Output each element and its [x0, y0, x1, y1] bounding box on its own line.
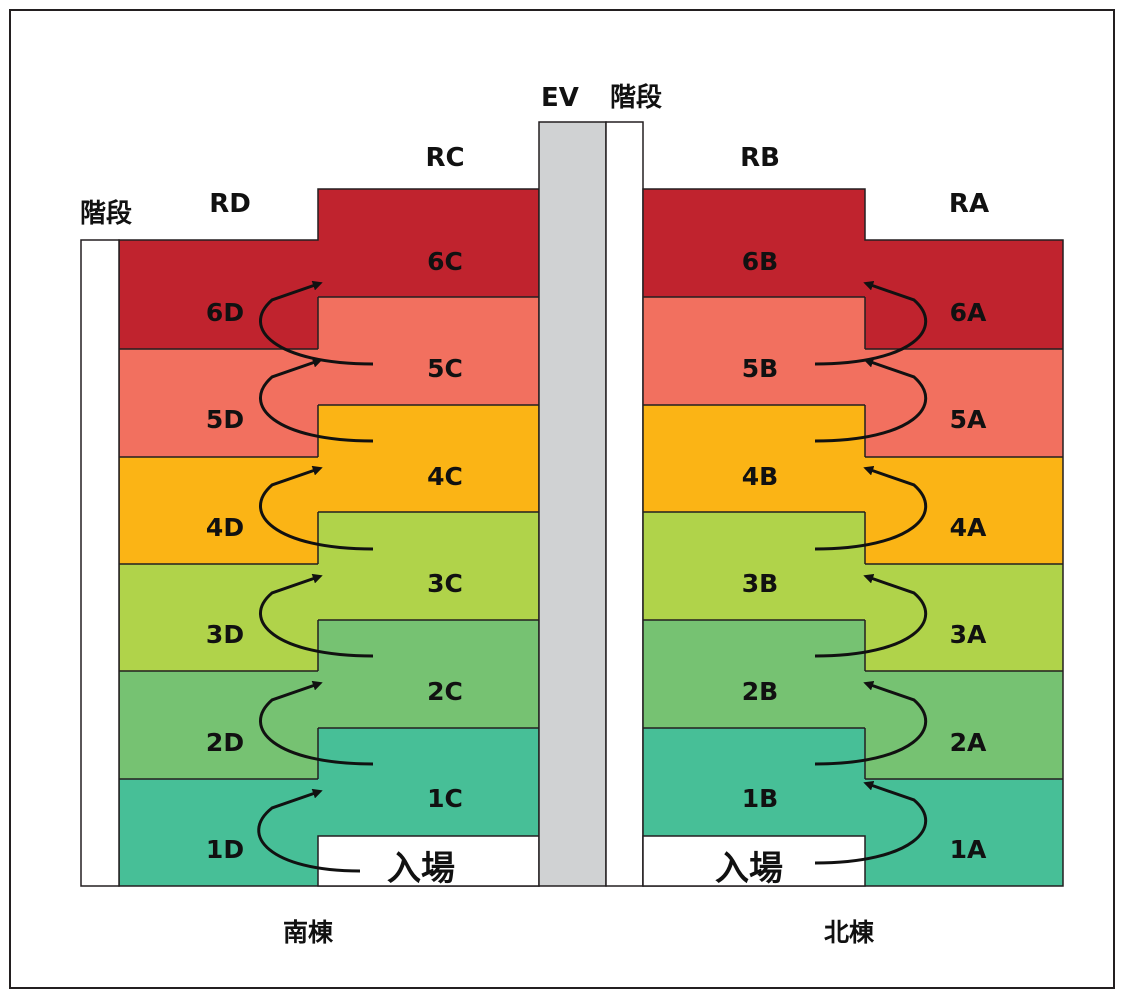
unit-3d-block: [119, 564, 318, 671]
unit-label-3a: 3A: [950, 620, 987, 649]
unit-1b-block: [643, 728, 865, 836]
unit-label-1a: 1A: [950, 835, 987, 864]
center-stair-strip: [605, 121, 644, 887]
unit-label-2c: 2C: [427, 677, 463, 706]
arrow-icon: [259, 573, 374, 658]
column-label-ra: RA: [949, 189, 989, 219]
unit-label-4b: 4B: [742, 462, 778, 491]
unit-2b-block: [643, 620, 865, 728]
unit-2d-block: [119, 671, 318, 779]
north-building-name: 北棟: [824, 918, 875, 947]
unit-label-6d: 6D: [206, 298, 244, 327]
unit-label-4a: 4A: [950, 513, 987, 542]
ev-label: EV: [541, 83, 579, 113]
north-entrance-label: 入場: [715, 849, 783, 889]
unit-label-2b: 2B: [742, 677, 778, 706]
unit-4c-block: [318, 405, 539, 512]
unit-5c-block: [318, 297, 539, 405]
unit-3c-block: [318, 512, 539, 620]
unit-1d-block: [119, 779, 318, 886]
unit-label-1d: 1D: [206, 835, 244, 864]
south-arrows: [257, 280, 374, 873]
arrow-icon: [259, 465, 374, 551]
unit-label-5a: 5A: [950, 405, 987, 434]
unit-4b-block: [643, 405, 865, 512]
column-label-rc: RC: [425, 143, 464, 173]
arrow-icon: [814, 680, 928, 766]
unit-label-3d: 3D: [206, 620, 244, 649]
unit-5b-block: [643, 297, 865, 405]
unit-label-2a: 2A: [950, 728, 987, 757]
arrow-icon: [259, 357, 374, 443]
unit-label-3b: 3B: [742, 569, 778, 598]
arrow-icon: [814, 280, 928, 366]
column-label-rd: RD: [209, 189, 251, 219]
unit-6c-block: [318, 189, 539, 297]
unit-label-6a: 6A: [950, 298, 987, 327]
unit-label-2d: 2D: [206, 728, 244, 757]
unit-label-1c: 1C: [427, 784, 463, 813]
unit-5a-block: [865, 349, 1063, 457]
arrow-icon: [814, 780, 928, 865]
arrow-icon: [257, 788, 361, 873]
south-entrance-label: 入場: [387, 849, 455, 889]
unit-2c-block: [318, 620, 539, 728]
unit-2a-block: [865, 671, 1063, 779]
column-label-rb: RB: [740, 143, 780, 173]
unit-1c-block: [318, 728, 539, 836]
unit-6b-block: [643, 189, 865, 297]
left-stair-label: 階段: [80, 198, 132, 229]
arrow-icon: [259, 680, 374, 766]
unit-label-1b: 1B: [742, 784, 778, 813]
arrow-icon: [814, 573, 928, 658]
unit-label-6c: 6C: [427, 247, 463, 276]
elevator-shaft: [538, 121, 607, 887]
arrow-icon: [814, 357, 928, 443]
unit-5d-block: [119, 349, 318, 457]
unit-label-6b: 6B: [742, 247, 778, 276]
unit-label-3c: 3C: [427, 569, 463, 598]
unit-label-5c: 5C: [427, 354, 463, 383]
unit-label-4c: 4C: [427, 462, 463, 491]
unit-3a-block: [865, 564, 1063, 671]
north-arrows: [814, 280, 928, 865]
unit-label-5b: 5B: [742, 354, 778, 383]
center-stair-label: 階段: [610, 82, 662, 113]
frame-border: [9, 9, 1115, 989]
south-building-name: 南棟: [283, 918, 334, 947]
unit-4d-block: [119, 457, 318, 564]
north-entrance-area: [642, 835, 866, 887]
left-stair-strip: [80, 239, 120, 887]
unit-4a-block: [865, 457, 1063, 564]
unit-3b-block: [643, 512, 865, 620]
south-entrance-area: [317, 835, 540, 887]
arrow-icon: [814, 465, 928, 551]
unit-label-4d: 4D: [206, 513, 244, 542]
unit-label-5d: 5D: [206, 405, 244, 434]
unit-1a-block: [865, 779, 1063, 886]
arrow-icon: [259, 280, 374, 366]
